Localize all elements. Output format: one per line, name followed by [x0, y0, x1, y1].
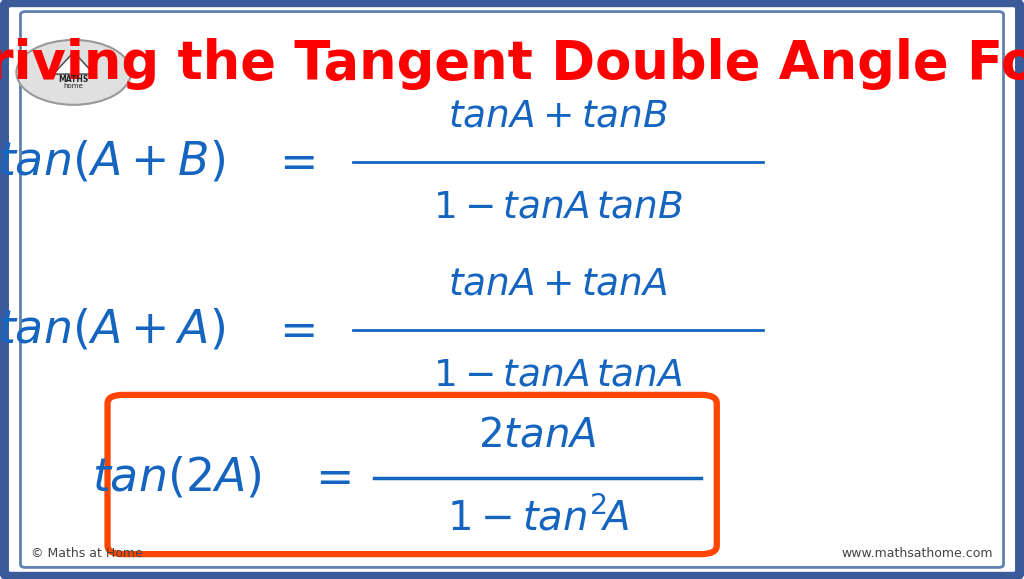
Text: $=$: $=$ [307, 455, 352, 500]
Text: home: home [63, 83, 84, 89]
Text: $\mathit{tan}(2A)$: $\mathit{tan}(2A)$ [91, 455, 261, 500]
Text: $\mathit{tanA}+\mathit{tanA}$: $\mathit{tanA}+\mathit{tanA}$ [449, 267, 668, 303]
Text: $\mathit{tanA}+\mathit{tanB}$: $\mathit{tanA}+\mathit{tanB}$ [449, 99, 668, 135]
Text: Deriving the Tangent Double Angle Formula: Deriving the Tangent Double Angle Formul… [0, 38, 1024, 90]
Text: $\mathit{tan}(A + B)$: $\mathit{tan}(A + B)$ [0, 140, 225, 185]
Text: $=$: $=$ [271, 307, 316, 353]
FancyBboxPatch shape [4, 2, 1020, 577]
Text: $\mathit{1}-\mathit{tan}^{2}\!A$: $\mathit{1}-\mathit{tan}^{2}\!A$ [446, 499, 629, 540]
Text: www.mathsathome.com: www.mathsathome.com [842, 548, 993, 560]
Text: $\mathit{tan}(A + A)$: $\mathit{tan}(A + A)$ [0, 307, 225, 353]
Text: © Maths at Home: © Maths at Home [31, 548, 142, 560]
FancyBboxPatch shape [108, 395, 717, 554]
Polygon shape [53, 52, 94, 74]
Text: $\mathit{1}-\mathit{tanA}\,\mathit{tanB}$: $\mathit{1}-\mathit{tanA}\,\mathit{tanB}… [433, 189, 683, 225]
Text: $=$: $=$ [271, 140, 316, 185]
Text: $\mathit{1}-\mathit{tanA}\,\mathit{tanA}$: $\mathit{1}-\mathit{tanA}\,\mathit{tanA}… [433, 357, 683, 393]
Text: MATHS: MATHS [58, 75, 89, 85]
Text: $\mathit{2tanA}$: $\mathit{2tanA}$ [478, 416, 597, 456]
Circle shape [16, 40, 131, 105]
